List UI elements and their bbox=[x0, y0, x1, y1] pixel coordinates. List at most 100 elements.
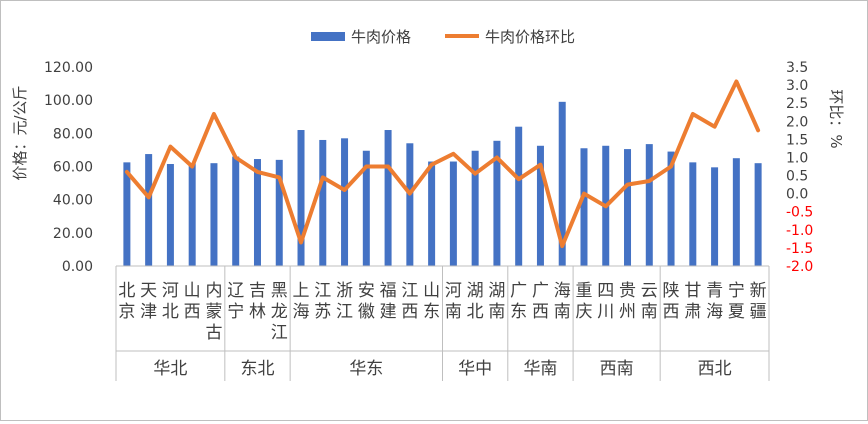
region-label: 华中 bbox=[458, 359, 492, 379]
bar bbox=[624, 149, 632, 266]
y-left-tick-labels: 0.00 20.00 40.00 60.00 80.00 100.00 120.00 bbox=[44, 60, 93, 275]
bar bbox=[188, 163, 196, 266]
region-label: 华南 bbox=[523, 359, 557, 379]
x-tick-label: 山 bbox=[423, 281, 440, 301]
x-tick-label: 疆 bbox=[750, 302, 767, 322]
x-tick-label: 广 bbox=[510, 281, 527, 301]
x-tick-label: 宁 bbox=[227, 302, 244, 322]
y-left-tick-label: 100.00 bbox=[44, 93, 93, 109]
x-tick-label: 北 bbox=[162, 302, 179, 322]
bar bbox=[754, 163, 762, 266]
bar bbox=[536, 145, 544, 266]
x-tick-label: 黑 bbox=[271, 281, 288, 301]
bar bbox=[341, 138, 349, 266]
x-tick-label: 安 bbox=[358, 281, 375, 301]
bar bbox=[515, 126, 523, 266]
y-right-tick-label: -2.0 bbox=[786, 259, 813, 275]
x-tick-label: 重 bbox=[575, 281, 592, 301]
x-tick-label: 林 bbox=[249, 302, 266, 322]
bar bbox=[645, 144, 653, 266]
x-tick-label: 北 bbox=[467, 302, 484, 322]
y-left-tick-label: 20.00 bbox=[53, 226, 93, 242]
x-tick-label: 京 bbox=[118, 302, 135, 322]
x-tick-label: 福 bbox=[380, 281, 397, 301]
bar bbox=[319, 139, 327, 266]
region-label: 华东 bbox=[349, 359, 383, 379]
y-right-tick-label: 3.5 bbox=[786, 60, 808, 76]
legend: 牛肉价格 牛肉价格环比 bbox=[311, 28, 575, 46]
x-tick-label: 西 bbox=[663, 302, 680, 322]
x-tick-label: 内 bbox=[205, 281, 222, 301]
y-left-tick-label: 80.00 bbox=[53, 126, 93, 142]
y-right-tick-label: 0.0 bbox=[786, 187, 808, 203]
x-tick-label: 江 bbox=[314, 281, 331, 301]
bar bbox=[449, 161, 457, 266]
x-tick-label: 西 bbox=[184, 302, 201, 322]
x-tick-label: 古 bbox=[205, 323, 222, 343]
region-label: 东北 bbox=[240, 359, 274, 379]
bar bbox=[166, 164, 174, 266]
y-left-axis-title: 价格：元/公斤 bbox=[11, 85, 29, 180]
x-tick-label: 庆 bbox=[575, 302, 592, 322]
x-tick-label: 蒙 bbox=[205, 302, 222, 322]
legend-line-label: 牛肉价格环比 bbox=[485, 28, 575, 46]
x-tick-label: 江 bbox=[271, 323, 288, 343]
x-tick-label: 海 bbox=[706, 302, 723, 322]
x-tick-label: 新 bbox=[750, 281, 767, 301]
y-right-tick-label: -0.5 bbox=[786, 205, 813, 221]
bar bbox=[558, 101, 566, 266]
y-right-tick-label: 1.0 bbox=[786, 150, 808, 166]
y-right-tick-label: 3.0 bbox=[786, 78, 808, 94]
x-tick-label: 西 bbox=[532, 302, 549, 322]
x-tick-label: 建 bbox=[380, 302, 397, 322]
x-tick-label: 陕 bbox=[663, 281, 680, 301]
x-tick-label: 龙 bbox=[271, 302, 288, 322]
x-tick-label: 海 bbox=[293, 302, 310, 322]
bar bbox=[384, 130, 392, 266]
y-right-axis-title: 环比：% bbox=[827, 89, 845, 148]
x-tick-label: 广 bbox=[532, 281, 549, 301]
line-path bbox=[124, 79, 761, 249]
bar bbox=[580, 148, 588, 266]
x-tick-label: 贵 bbox=[619, 281, 636, 301]
bar bbox=[406, 143, 414, 266]
y-right-tick-label: 0.5 bbox=[786, 169, 808, 185]
x-tick-label: 江 bbox=[336, 302, 353, 322]
x-tick-label: 苏 bbox=[314, 302, 331, 322]
line-series bbox=[124, 79, 761, 249]
region-label: 华北 bbox=[153, 359, 187, 379]
bar bbox=[428, 161, 436, 266]
x-tick-label: 东 bbox=[423, 302, 440, 322]
x-tick-label: 夏 bbox=[728, 302, 745, 322]
x-tick-label: 南 bbox=[554, 302, 571, 322]
x-tick-label: 宁 bbox=[728, 281, 745, 301]
x-tick-label: 甘 bbox=[684, 281, 701, 301]
x-tick-label: 川 bbox=[597, 302, 614, 322]
x-tick-label: 浙 bbox=[336, 281, 353, 301]
legend-bar-label: 牛肉价格 bbox=[351, 28, 411, 46]
x-tick-label: 青 bbox=[706, 281, 723, 301]
y-right-tick-label: 1.5 bbox=[786, 132, 808, 148]
y-left-tick-label: 120.00 bbox=[44, 60, 93, 76]
bar bbox=[493, 140, 501, 266]
bar bbox=[732, 158, 740, 266]
x-tick-label: 南 bbox=[488, 302, 505, 322]
x-tick-label: 南 bbox=[641, 302, 658, 322]
bar bbox=[253, 159, 261, 266]
y-left-tick-label: 60.00 bbox=[53, 160, 93, 176]
x-tick-label: 西 bbox=[401, 302, 418, 322]
bar bbox=[362, 150, 370, 266]
y-right-tick-labels: -2.0 -1.5 -1.0 -0.5 0.0 0.5 1.0 1.5 2.0 2.5 3.0 3.5 bbox=[786, 60, 813, 275]
x-tick-label: 南 bbox=[445, 302, 462, 322]
x-tick-label: 津 bbox=[140, 302, 157, 322]
x-tick-label: 四 bbox=[597, 281, 614, 301]
x-tick-label: 河 bbox=[445, 281, 462, 301]
bar bbox=[232, 156, 240, 266]
bar bbox=[275, 159, 283, 266]
region-label: 西北 bbox=[698, 359, 732, 379]
y-left-tick-label: 40.00 bbox=[53, 193, 93, 209]
x-tick-label: 辽 bbox=[227, 281, 244, 301]
bar bbox=[297, 130, 305, 266]
